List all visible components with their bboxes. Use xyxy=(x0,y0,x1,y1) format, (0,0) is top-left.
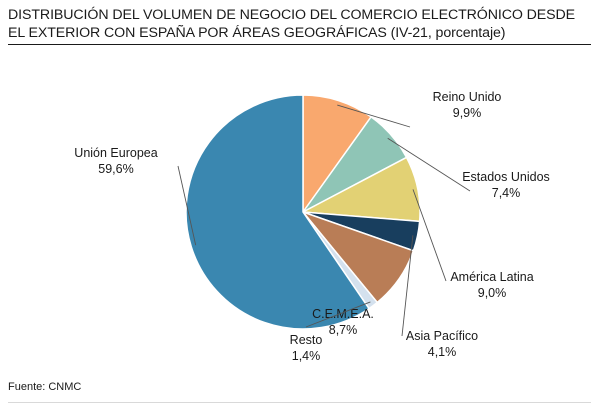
pie-slice-reino-unido xyxy=(302,94,373,215)
slice-label-resto: Resto xyxy=(290,333,323,347)
slice-value-reino-unido: 9,9% xyxy=(453,106,482,120)
slice-label-c-e-m-e-a-: C.E.M.E.A. xyxy=(312,307,374,321)
slice-value-asia-pacífico: 4,1% xyxy=(428,345,457,359)
slice-value-resto: 1,4% xyxy=(292,349,321,363)
slice-label-asia-pacífico: Asia Pacífico xyxy=(406,329,478,343)
leader-line-asia-pacífico xyxy=(401,235,414,337)
slice-label-estados-unidos: Estados Unidos xyxy=(462,170,550,184)
bottom-divider xyxy=(8,402,591,403)
leader-line-américa-latina xyxy=(412,189,447,282)
slice-value-américa-latina: 9,0% xyxy=(478,286,507,300)
pie-slice-unión-europea xyxy=(185,94,371,330)
slice-value-c-e-m-e-a-: 8,7% xyxy=(329,323,358,337)
slice-value-unión-europea: 59,6% xyxy=(98,162,133,176)
title-underline xyxy=(8,44,591,45)
leader-line-resto xyxy=(305,301,371,328)
slice-label-unión-europea: Unión Europea xyxy=(74,146,157,160)
slice-label-reino-unido: Reino Unido xyxy=(433,90,502,104)
leader-line-unión-europea xyxy=(177,165,197,246)
leader-line-estados-unidos xyxy=(387,137,471,192)
source-note: Fuente: CNMC xyxy=(8,381,82,393)
chart-title: DISTRIBUCIÓN DEL VOLUMEN DE NEGOCIO DEL … xyxy=(8,7,576,41)
slice-label-américa-latina: América Latina xyxy=(450,270,533,284)
slice-value-estados-unidos: 7,4% xyxy=(492,186,521,200)
leader-line-reino-unido xyxy=(337,104,411,128)
